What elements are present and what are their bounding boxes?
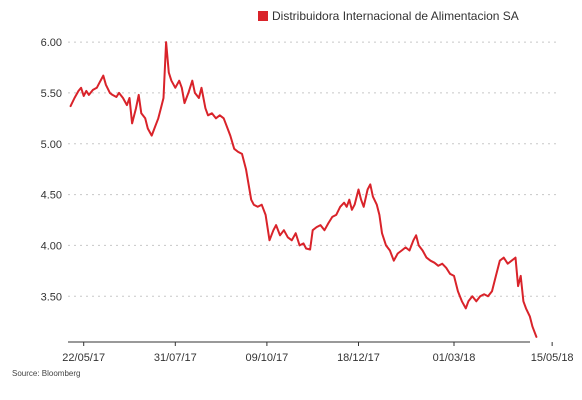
y-tick-label: 6.00 <box>41 37 62 49</box>
x-axis: 22/05/17 31/07/17 09/10/17 18/12/17 01/03/18… <box>62 341 574 364</box>
x-tick-label: 15/05/18 <box>531 352 574 364</box>
x-tick-label: 22/05/17 <box>62 352 105 364</box>
series-line <box>69 41 538 338</box>
y-tick-label: 3.50 <box>41 291 62 303</box>
y-tick-label: 5.00 <box>41 139 62 151</box>
series-layer <box>69 41 538 338</box>
legend: Distribuidora Internacional de Alimentac… <box>258 9 519 23</box>
legend-label: Distribuidora Internacional de Alimentac… <box>272 9 519 23</box>
y-tick-label: 4.50 <box>41 190 62 202</box>
x-tick-label: 18/12/17 <box>337 352 380 364</box>
y-tick-label: 5.50 <box>41 88 62 100</box>
legend-swatch <box>258 11 268 21</box>
gridlines <box>68 41 560 297</box>
x-tick-label: 31/07/17 <box>154 352 197 364</box>
source-note: Source: Bloomberg <box>12 369 81 378</box>
x-tick-label: 09/10/17 <box>245 352 288 364</box>
x-tick-label: 01/03/18 <box>433 352 476 364</box>
y-tick-label: 4.00 <box>41 240 62 252</box>
y-axis-ticks: 6.00 5.50 5.00 4.50 4.00 3.50 <box>41 37 62 303</box>
